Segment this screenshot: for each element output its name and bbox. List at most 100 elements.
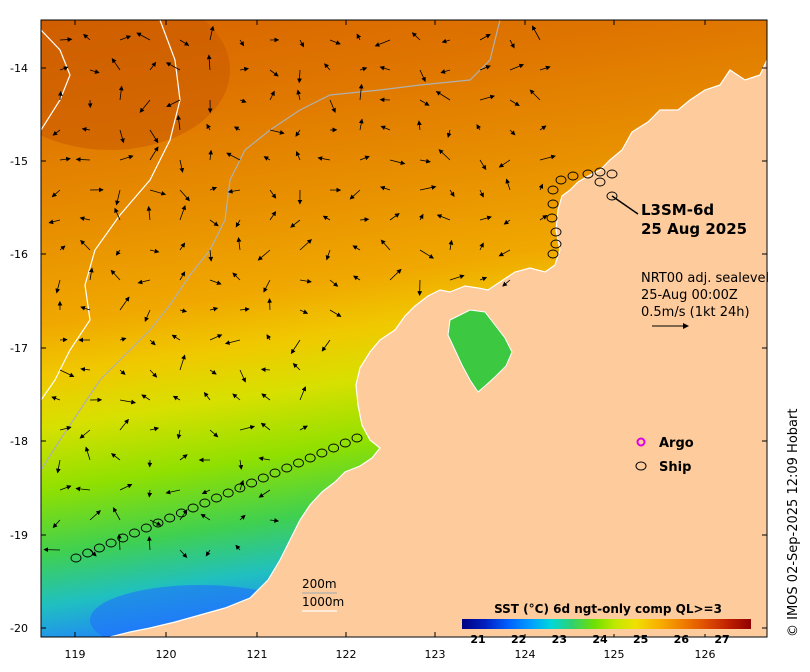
current-arrow: [299, 309, 309, 314]
current-arrow: [149, 189, 167, 196]
current-arrow: [329, 279, 339, 287]
current-arrow: [358, 83, 364, 101]
current-arrow: [118, 85, 124, 101]
current-arrow: [75, 157, 91, 162]
current-arrow: [479, 242, 484, 251]
current-arrow: [322, 215, 331, 221]
current-arrow: [59, 485, 72, 491]
current-arrow: [119, 399, 136, 405]
current-arrow: [239, 514, 246, 521]
current-arrow: [209, 186, 218, 192]
current-arrow: [119, 483, 133, 491]
current-arrow: [176, 115, 182, 131]
current-arrow: [295, 129, 301, 137]
ship-track-marker: [152, 518, 164, 528]
colorbar: SST (°C) 6d ngt-only comp QL>=3 21 22 23 24…: [458, 598, 758, 646]
current-arrow: [139, 99, 151, 113]
current-arrow: [83, 33, 91, 41]
ship-track-marker: [269, 468, 281, 478]
current-arrow: [449, 189, 455, 197]
current-arrow: [208, 149, 214, 161]
ship-track-marker: [582, 169, 594, 179]
current-arrow: [201, 489, 211, 494]
ship-track-marker: [567, 171, 579, 181]
current-arrow: [114, 207, 121, 221]
current-arrow: [179, 189, 190, 202]
current-arrow: [269, 129, 285, 135]
ship-track-marker: [550, 239, 562, 249]
current-arrow: [509, 39, 515, 49]
current-arrow: [179, 454, 188, 461]
isobath-200m: [41, 20, 501, 471]
current-arrow: [233, 126, 241, 131]
current-arrow: [349, 189, 361, 200]
current-arrow: [479, 215, 492, 221]
current-arrow: [144, 309, 151, 322]
current-arrow: [52, 519, 61, 529]
ship-track-marker: [547, 185, 559, 195]
current-arrow: [261, 393, 271, 401]
current-arrow: [176, 429, 182, 440]
current-arrow: [292, 363, 301, 371]
current-arrow: [419, 69, 426, 83]
current-arrow: [119, 369, 126, 375]
current-arrow: [441, 38, 451, 44]
isobath-200m-label: 200m: [302, 577, 337, 591]
current-arrow: [88, 267, 94, 281]
current-arrow: [539, 214, 548, 221]
current-arrow: [321, 339, 331, 352]
current-arrow: [149, 339, 156, 346]
current-arrow: [419, 158, 431, 164]
lat-tick-15: -15: [10, 155, 28, 168]
current-arrow: [539, 65, 551, 71]
current-arrow: [79, 216, 91, 222]
current-arrow: [209, 25, 215, 41]
isobath-1000m-label: 1000m: [302, 595, 344, 609]
current-arrow: [51, 396, 61, 401]
credit-text: © IMOS 02-Sep-2025 12:09 Hobart: [786, 409, 801, 637]
current-arrow: [299, 39, 304, 48]
ship-track-marker: [199, 498, 211, 508]
current-arrow: [209, 279, 222, 285]
current-arrow: [539, 125, 547, 131]
current-arrow: [269, 90, 275, 101]
current-arrow: [119, 418, 129, 431]
current-arrow: [200, 513, 211, 521]
current-arrow: [110, 269, 121, 281]
current-arrow: [269, 210, 277, 221]
ship-track-marker: [555, 175, 567, 185]
colorbar-tick: 25: [633, 633, 648, 646]
lon-tick-126: 126: [695, 648, 716, 661]
ship-track-marker: [246, 478, 258, 488]
current-arrow: [179, 242, 186, 251]
warm-patch: [41, 20, 230, 150]
current-arrow: [146, 205, 152, 221]
ship-label: Ship: [659, 460, 691, 475]
current-arrow: [115, 189, 121, 206]
current-arrow: [147, 489, 153, 498]
colorbar-title: SST (°C) 6d ngt-only comp QL>=3: [494, 602, 722, 616]
current-arrow: [498, 249, 511, 257]
current-arrow: [111, 58, 121, 71]
lon-tick-119: 119: [65, 648, 86, 661]
lon-tick-123: 123: [425, 648, 446, 661]
current-arrow: [329, 99, 336, 114]
current-arrow: [290, 339, 301, 355]
current-arrow: [359, 217, 370, 222]
current-arrow: [48, 219, 61, 225]
ship-track-marker: [211, 493, 222, 503]
current-arrow: [149, 61, 157, 71]
ship-track-marker: [594, 177, 606, 187]
current-arrow: [353, 275, 361, 281]
current-arrow: [509, 129, 516, 136]
current-arrow: [136, 32, 151, 41]
current-arrow: [299, 239, 312, 251]
current-arrow: [179, 39, 190, 46]
current-arrow: [258, 456, 271, 462]
current-arrow: [476, 124, 482, 131]
product-label: L3SM-6d: [641, 201, 714, 219]
current-arrow: [356, 33, 362, 41]
current-arrow: [509, 99, 520, 107]
current-arrow: [235, 219, 241, 228]
